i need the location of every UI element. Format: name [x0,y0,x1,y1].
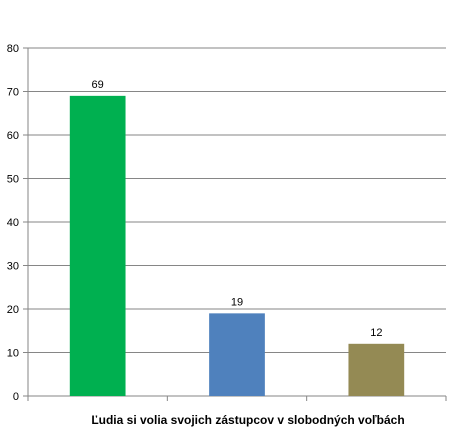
y-tick-labels: 0 10 20 30 40 50 60 70 80 [7,43,28,403]
y-tick-label: 20 [7,304,19,316]
x-tick-marks [27,396,447,401]
y-tick-label: 30 [7,261,19,273]
bar [69,95,126,396]
bar-value-label: 19 [231,296,243,308]
bar [348,343,405,396]
data-labels: 69 19 12 [92,79,383,339]
bars [69,95,405,396]
bar [209,313,265,396]
y-tick-label: 50 [7,174,19,186]
y-tick-label: 40 [7,217,19,229]
y-tick-label: 10 [7,348,19,360]
y-tick-label: 80 [7,43,19,55]
y-tick-label: 60 [7,130,19,142]
bar-value-label: 69 [92,79,104,91]
y-tick-label: 0 [13,391,19,403]
y-tick-label: 70 [7,87,19,99]
x-axis-title: Ľudia si volia svojich zástupcov v slobo… [91,413,404,427]
bar-value-label: 12 [370,327,382,339]
